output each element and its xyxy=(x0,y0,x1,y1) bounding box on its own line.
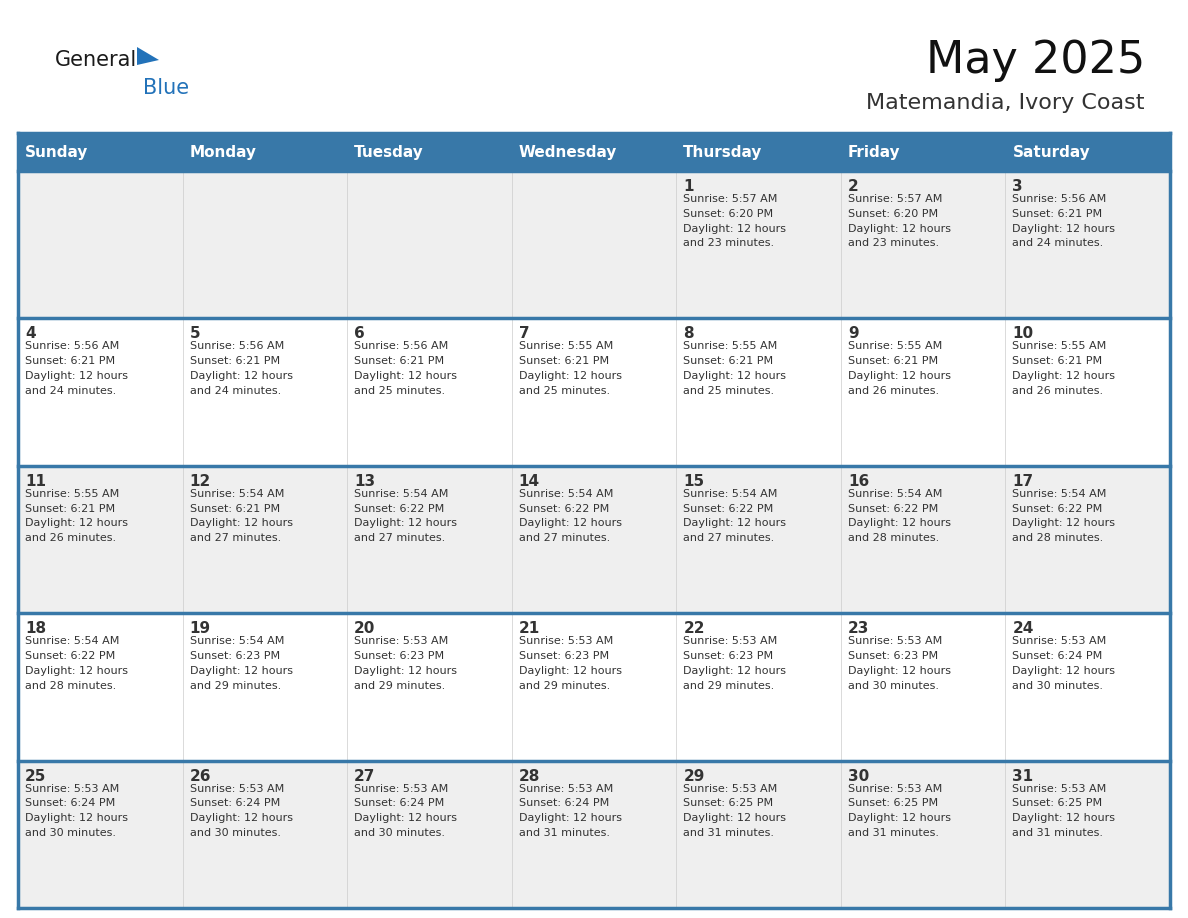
Text: Matemandia, Ivory Coast: Matemandia, Ivory Coast xyxy=(866,93,1145,113)
Text: Sunrise: 5:53 AM
Sunset: 6:24 PM
Daylight: 12 hours
and 30 minutes.: Sunrise: 5:53 AM Sunset: 6:24 PM Dayligh… xyxy=(354,784,457,838)
Text: Sunrise: 5:57 AM
Sunset: 6:20 PM
Daylight: 12 hours
and 23 minutes.: Sunrise: 5:57 AM Sunset: 6:20 PM Dayligh… xyxy=(848,194,950,249)
Text: 16: 16 xyxy=(848,474,870,488)
Text: Sunrise: 5:56 AM
Sunset: 6:21 PM
Daylight: 12 hours
and 24 minutes.: Sunrise: 5:56 AM Sunset: 6:21 PM Dayligh… xyxy=(25,341,128,396)
Text: 7: 7 xyxy=(519,327,530,341)
Text: 14: 14 xyxy=(519,474,539,488)
Text: 17: 17 xyxy=(1012,474,1034,488)
Text: 5: 5 xyxy=(190,327,201,341)
Text: 13: 13 xyxy=(354,474,375,488)
Text: 10: 10 xyxy=(1012,327,1034,341)
Text: 23: 23 xyxy=(848,621,870,636)
Text: Sunrise: 5:53 AM
Sunset: 6:25 PM
Daylight: 12 hours
and 31 minutes.: Sunrise: 5:53 AM Sunset: 6:25 PM Dayligh… xyxy=(1012,784,1116,838)
Text: Sunday: Sunday xyxy=(25,144,88,160)
Text: 24: 24 xyxy=(1012,621,1034,636)
Text: 22: 22 xyxy=(683,621,704,636)
Text: 3: 3 xyxy=(1012,179,1023,194)
Text: Sunrise: 5:54 AM
Sunset: 6:22 PM
Daylight: 12 hours
and 28 minutes.: Sunrise: 5:54 AM Sunset: 6:22 PM Dayligh… xyxy=(848,488,950,543)
Text: 1: 1 xyxy=(683,179,694,194)
Text: Saturday: Saturday xyxy=(1012,144,1091,160)
Text: 11: 11 xyxy=(25,474,46,488)
Text: Sunrise: 5:54 AM
Sunset: 6:22 PM
Daylight: 12 hours
and 27 minutes.: Sunrise: 5:54 AM Sunset: 6:22 PM Dayligh… xyxy=(519,488,621,543)
Text: 4: 4 xyxy=(25,327,36,341)
Text: 21: 21 xyxy=(519,621,541,636)
Text: 31: 31 xyxy=(1012,768,1034,784)
Text: Sunrise: 5:54 AM
Sunset: 6:22 PM
Daylight: 12 hours
and 27 minutes.: Sunrise: 5:54 AM Sunset: 6:22 PM Dayligh… xyxy=(354,488,457,543)
Text: 12: 12 xyxy=(190,474,210,488)
Text: Sunrise: 5:57 AM
Sunset: 6:20 PM
Daylight: 12 hours
and 23 minutes.: Sunrise: 5:57 AM Sunset: 6:20 PM Dayligh… xyxy=(683,194,786,249)
Polygon shape xyxy=(137,47,159,65)
Text: Sunrise: 5:53 AM
Sunset: 6:24 PM
Daylight: 12 hours
and 31 minutes.: Sunrise: 5:53 AM Sunset: 6:24 PM Dayligh… xyxy=(519,784,621,838)
Text: 28: 28 xyxy=(519,768,541,784)
Text: 9: 9 xyxy=(848,327,859,341)
Text: 26: 26 xyxy=(190,768,211,784)
Text: Sunrise: 5:53 AM
Sunset: 6:24 PM
Daylight: 12 hours
and 30 minutes.: Sunrise: 5:53 AM Sunset: 6:24 PM Dayligh… xyxy=(1012,636,1116,690)
Text: 8: 8 xyxy=(683,327,694,341)
Text: Sunrise: 5:56 AM
Sunset: 6:21 PM
Daylight: 12 hours
and 24 minutes.: Sunrise: 5:56 AM Sunset: 6:21 PM Dayligh… xyxy=(1012,194,1116,249)
Text: Sunrise: 5:55 AM
Sunset: 6:21 PM
Daylight: 12 hours
and 25 minutes.: Sunrise: 5:55 AM Sunset: 6:21 PM Dayligh… xyxy=(519,341,621,396)
Text: Sunrise: 5:54 AM
Sunset: 6:21 PM
Daylight: 12 hours
and 27 minutes.: Sunrise: 5:54 AM Sunset: 6:21 PM Dayligh… xyxy=(190,488,292,543)
Text: 27: 27 xyxy=(354,768,375,784)
Text: Sunrise: 5:53 AM
Sunset: 6:23 PM
Daylight: 12 hours
and 29 minutes.: Sunrise: 5:53 AM Sunset: 6:23 PM Dayligh… xyxy=(354,636,457,690)
Text: Sunrise: 5:55 AM
Sunset: 6:21 PM
Daylight: 12 hours
and 26 minutes.: Sunrise: 5:55 AM Sunset: 6:21 PM Dayligh… xyxy=(848,341,950,396)
Text: 6: 6 xyxy=(354,327,365,341)
Bar xyxy=(18,319,1170,465)
Text: 2: 2 xyxy=(848,179,859,194)
Text: 18: 18 xyxy=(25,621,46,636)
Text: Sunrise: 5:55 AM
Sunset: 6:21 PM
Daylight: 12 hours
and 26 minutes.: Sunrise: 5:55 AM Sunset: 6:21 PM Dayligh… xyxy=(1012,341,1116,396)
Text: 25: 25 xyxy=(25,768,46,784)
Bar xyxy=(18,133,1170,171)
Text: Wednesday: Wednesday xyxy=(519,144,617,160)
Bar xyxy=(18,613,1170,761)
Text: Sunrise: 5:53 AM
Sunset: 6:23 PM
Daylight: 12 hours
and 29 minutes.: Sunrise: 5:53 AM Sunset: 6:23 PM Dayligh… xyxy=(683,636,786,690)
Text: Tuesday: Tuesday xyxy=(354,144,424,160)
Text: Sunrise: 5:56 AM
Sunset: 6:21 PM
Daylight: 12 hours
and 24 minutes.: Sunrise: 5:56 AM Sunset: 6:21 PM Dayligh… xyxy=(190,341,292,396)
Text: Sunrise: 5:54 AM
Sunset: 6:23 PM
Daylight: 12 hours
and 29 minutes.: Sunrise: 5:54 AM Sunset: 6:23 PM Dayligh… xyxy=(190,636,292,690)
Text: Monday: Monday xyxy=(190,144,257,160)
Text: 19: 19 xyxy=(190,621,210,636)
Text: 20: 20 xyxy=(354,621,375,636)
Text: Sunrise: 5:53 AM
Sunset: 6:24 PM
Daylight: 12 hours
and 30 minutes.: Sunrise: 5:53 AM Sunset: 6:24 PM Dayligh… xyxy=(190,784,292,838)
Text: Sunrise: 5:53 AM
Sunset: 6:25 PM
Daylight: 12 hours
and 31 minutes.: Sunrise: 5:53 AM Sunset: 6:25 PM Dayligh… xyxy=(683,784,786,838)
Text: Sunrise: 5:53 AM
Sunset: 6:23 PM
Daylight: 12 hours
and 30 minutes.: Sunrise: 5:53 AM Sunset: 6:23 PM Dayligh… xyxy=(848,636,950,690)
Bar xyxy=(18,171,1170,319)
Text: Thursday: Thursday xyxy=(683,144,763,160)
Text: 29: 29 xyxy=(683,768,704,784)
Text: Sunrise: 5:55 AM
Sunset: 6:21 PM
Daylight: 12 hours
and 25 minutes.: Sunrise: 5:55 AM Sunset: 6:21 PM Dayligh… xyxy=(683,341,786,396)
Text: Blue: Blue xyxy=(143,78,189,98)
Text: Sunrise: 5:54 AM
Sunset: 6:22 PM
Daylight: 12 hours
and 28 minutes.: Sunrise: 5:54 AM Sunset: 6:22 PM Dayligh… xyxy=(1012,488,1116,543)
Text: 30: 30 xyxy=(848,768,870,784)
Bar xyxy=(18,465,1170,613)
Text: Sunrise: 5:53 AM
Sunset: 6:23 PM
Daylight: 12 hours
and 29 minutes.: Sunrise: 5:53 AM Sunset: 6:23 PM Dayligh… xyxy=(519,636,621,690)
Text: Sunrise: 5:54 AM
Sunset: 6:22 PM
Daylight: 12 hours
and 28 minutes.: Sunrise: 5:54 AM Sunset: 6:22 PM Dayligh… xyxy=(25,636,128,690)
Text: Sunrise: 5:53 AM
Sunset: 6:25 PM
Daylight: 12 hours
and 31 minutes.: Sunrise: 5:53 AM Sunset: 6:25 PM Dayligh… xyxy=(848,784,950,838)
Text: 15: 15 xyxy=(683,474,704,488)
Text: May 2025: May 2025 xyxy=(925,39,1145,82)
Text: Sunrise: 5:55 AM
Sunset: 6:21 PM
Daylight: 12 hours
and 26 minutes.: Sunrise: 5:55 AM Sunset: 6:21 PM Dayligh… xyxy=(25,488,128,543)
Text: Sunrise: 5:54 AM
Sunset: 6:22 PM
Daylight: 12 hours
and 27 minutes.: Sunrise: 5:54 AM Sunset: 6:22 PM Dayligh… xyxy=(683,488,786,543)
Text: Friday: Friday xyxy=(848,144,901,160)
Bar xyxy=(18,761,1170,908)
Text: Sunrise: 5:53 AM
Sunset: 6:24 PM
Daylight: 12 hours
and 30 minutes.: Sunrise: 5:53 AM Sunset: 6:24 PM Dayligh… xyxy=(25,784,128,838)
Text: General: General xyxy=(55,50,138,70)
Text: Sunrise: 5:56 AM
Sunset: 6:21 PM
Daylight: 12 hours
and 25 minutes.: Sunrise: 5:56 AM Sunset: 6:21 PM Dayligh… xyxy=(354,341,457,396)
